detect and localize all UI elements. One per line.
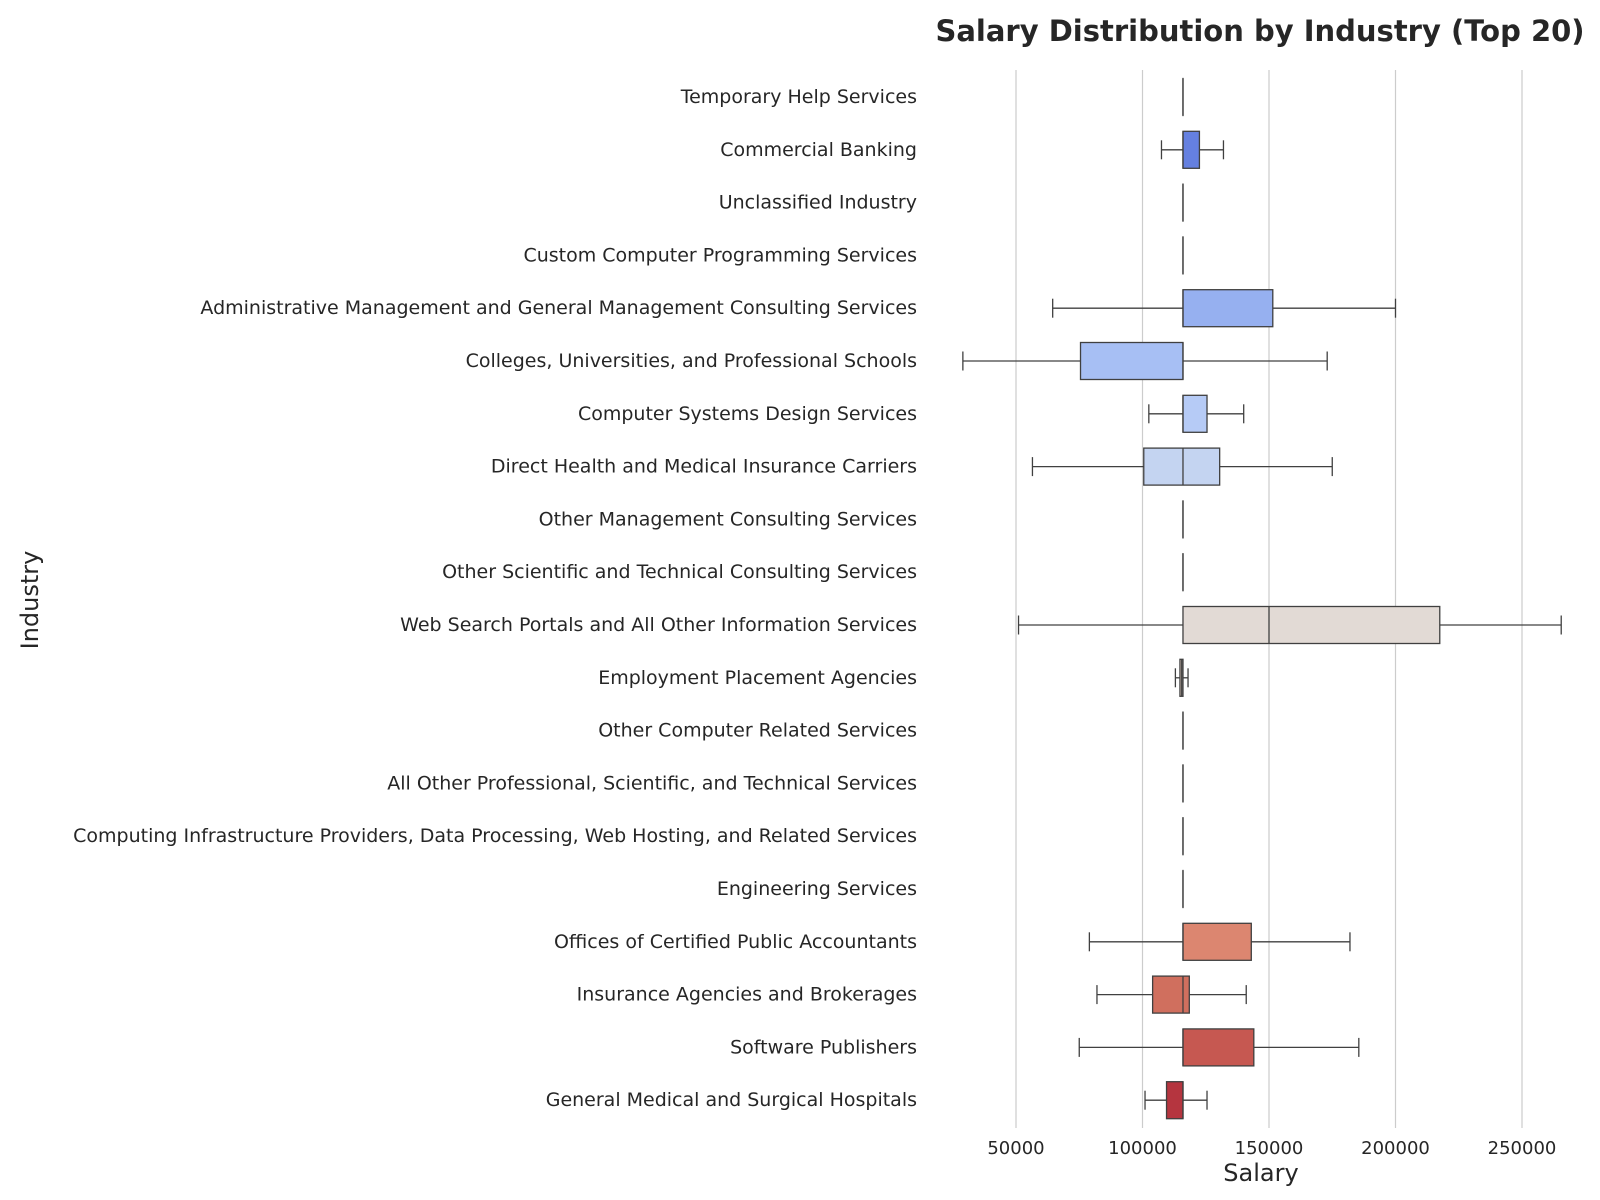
category-label: Web Search Portals and All Other Informa… bbox=[400, 614, 917, 636]
box-group bbox=[1148, 394, 1245, 433]
box-group bbox=[1160, 130, 1225, 169]
box-iqr bbox=[1182, 394, 1208, 433]
box-iqr bbox=[1143, 447, 1221, 486]
box-group bbox=[962, 341, 1328, 381]
category-label: General Medical and Surgical Hospitals bbox=[546, 1089, 917, 1111]
category-label: Custom Computer Programming Services bbox=[523, 244, 917, 266]
box-iqr bbox=[1151, 975, 1190, 1014]
box-group bbox=[1078, 1028, 1360, 1067]
y-axis-label: Industry bbox=[16, 551, 44, 650]
x-tick-label: 50000 bbox=[987, 1138, 1044, 1159]
box-iqr bbox=[1165, 1081, 1184, 1120]
category-label: Software Publishers bbox=[730, 1036, 917, 1058]
x-tick-label: 200000 bbox=[1361, 1138, 1430, 1159]
category-label: All Other Professional, Scientific, and … bbox=[387, 772, 917, 794]
category-labels-layer: Temporary Help Services Commercial Bankin… bbox=[73, 86, 917, 1111]
box-iqr bbox=[1182, 289, 1274, 328]
category-label: Administrative Management and General Ma… bbox=[200, 297, 917, 319]
box-iqr bbox=[1182, 130, 1201, 169]
category-label: Other Management Consulting Services bbox=[539, 508, 917, 530]
box-iqr bbox=[1182, 605, 1441, 645]
gridlines bbox=[1015, 70, 1523, 1128]
box-group bbox=[1052, 289, 1397, 328]
category-label: Commercial Banking bbox=[720, 139, 917, 161]
box-group bbox=[1031, 447, 1333, 486]
box-iqr bbox=[1182, 922, 1252, 961]
category-label: Computing Infrastructure Providers, Data… bbox=[73, 825, 917, 847]
x-tick-label: 100000 bbox=[1108, 1138, 1177, 1159]
category-label: Other Computer Related Services bbox=[598, 720, 917, 742]
x-axis-label: Salary bbox=[1223, 1159, 1298, 1187]
category-label: Engineering Services bbox=[717, 878, 917, 900]
box-group bbox=[1174, 658, 1189, 697]
box-iqr bbox=[1182, 1028, 1255, 1067]
category-label: Direct Health and Medical Insurance Carr… bbox=[491, 456, 917, 478]
category-label: Temporary Help Services bbox=[680, 86, 917, 108]
category-label: Offices of Certified Public Accountants bbox=[554, 931, 917, 953]
x-tick-label: 150000 bbox=[1235, 1138, 1304, 1159]
category-label: Unclassified Industry bbox=[719, 192, 917, 214]
category-label: Other Scientific and Technical Consultin… bbox=[442, 561, 917, 583]
box-group bbox=[1088, 922, 1351, 961]
category-label: Computer Systems Design Services bbox=[578, 403, 917, 425]
x-tick-label: 250000 bbox=[1488, 1138, 1557, 1159]
box-group bbox=[1096, 975, 1247, 1014]
category-label: Employment Placement Agencies bbox=[598, 667, 917, 689]
box-group bbox=[1144, 1081, 1208, 1120]
box-group bbox=[1017, 605, 1562, 645]
x-tick-labels-layer: 50000 100000 150000 200000 250000 bbox=[987, 1138, 1556, 1159]
chart-title: Salary Distribution by Industry (Top 20) bbox=[935, 14, 1584, 48]
box-iqr bbox=[1079, 341, 1184, 381]
category-label: Colleges, Universities, and Professional… bbox=[466, 350, 917, 372]
category-label: Insurance Agencies and Brokerages bbox=[577, 984, 917, 1006]
boxes-layer bbox=[962, 77, 1562, 1120]
